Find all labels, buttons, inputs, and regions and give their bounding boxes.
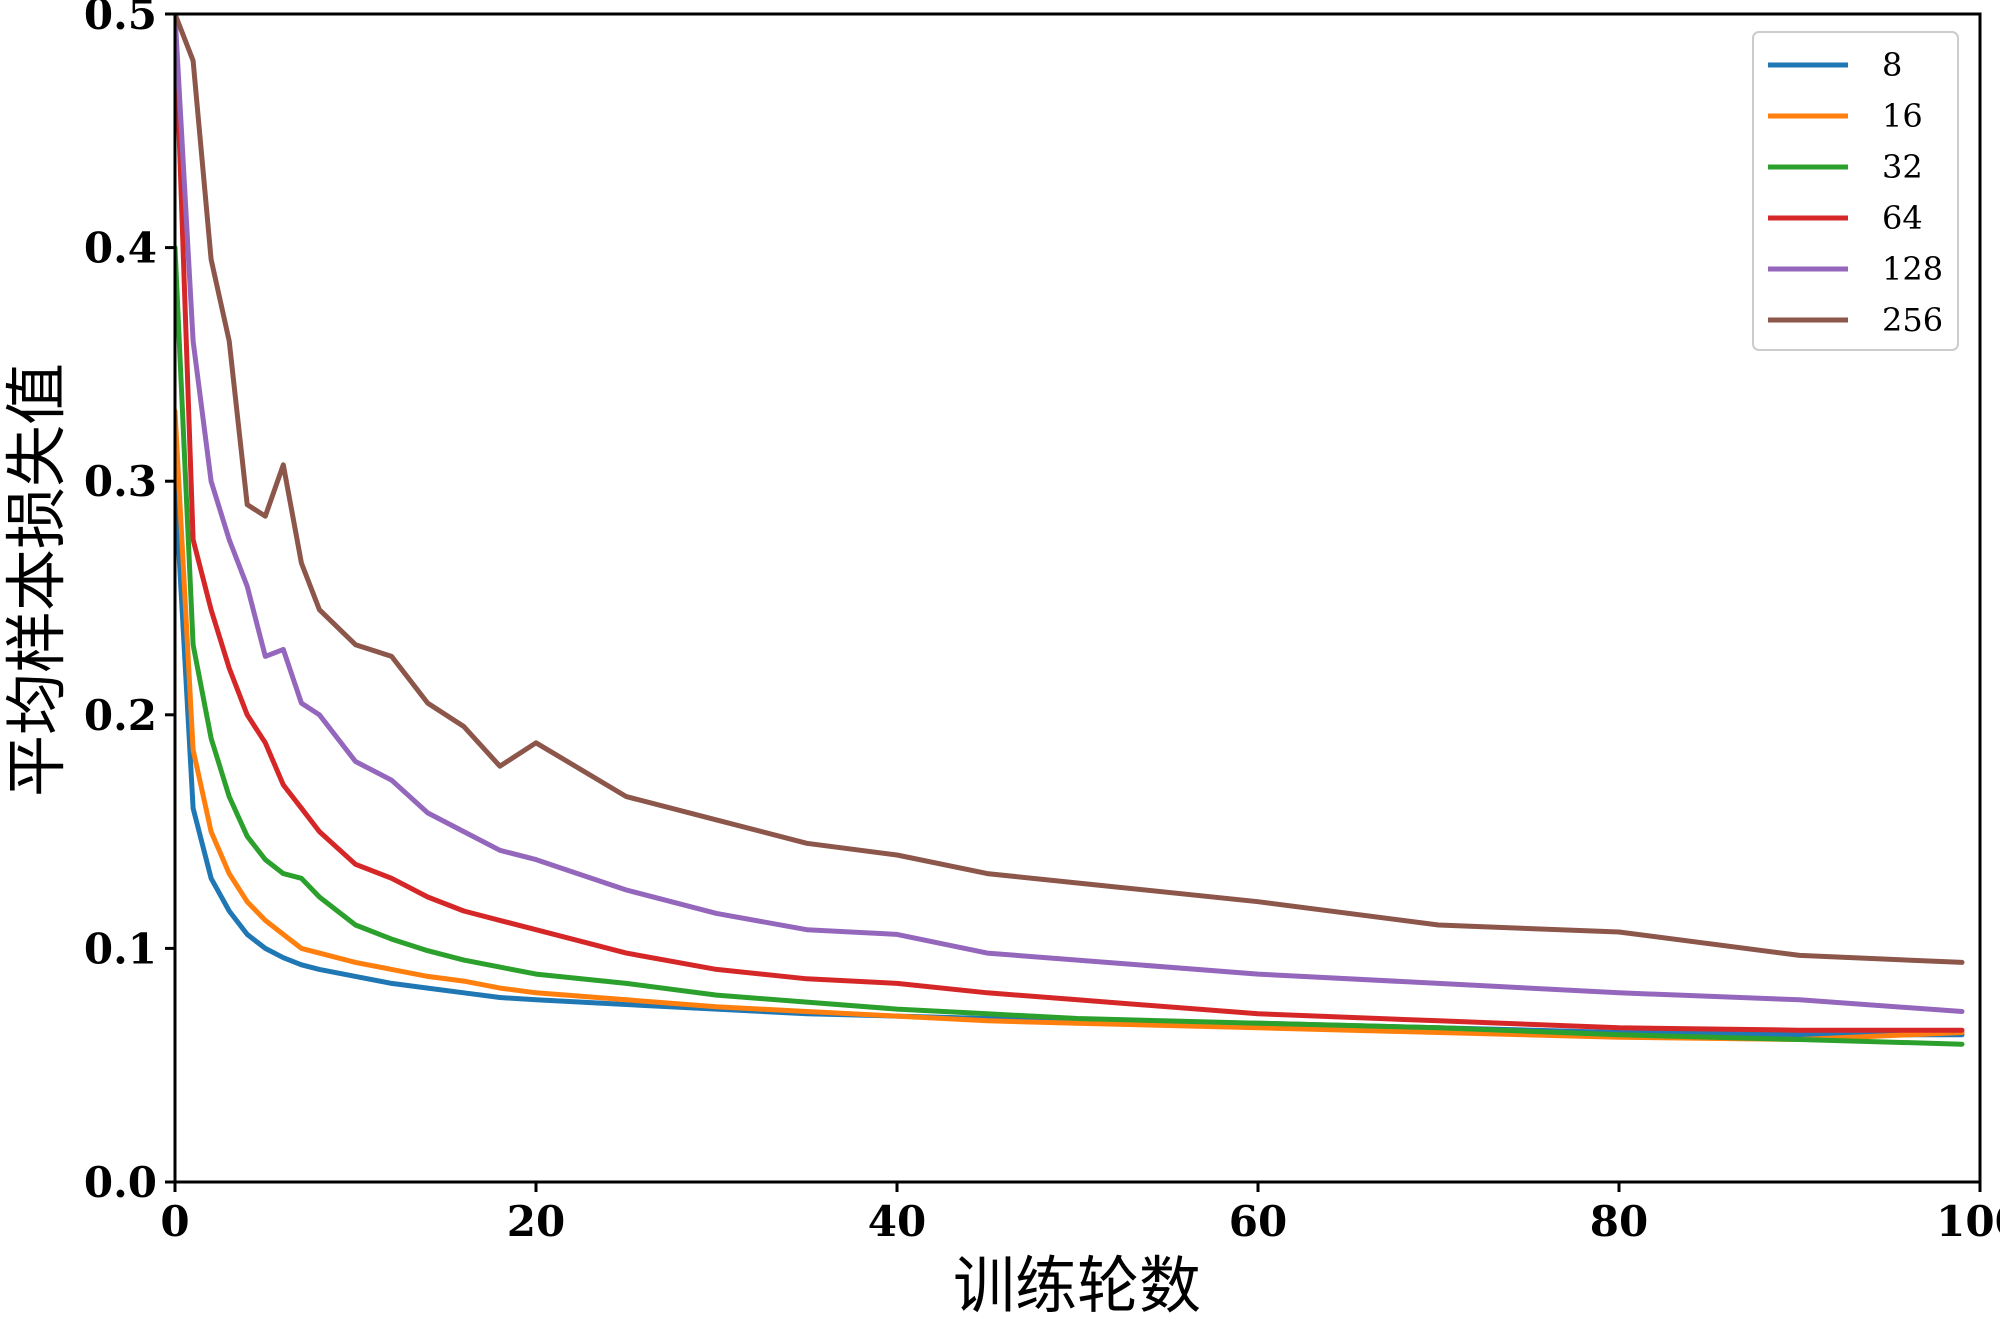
x-axis-label: 训练轮数 (953, 1249, 1201, 1319)
ticks-layer: 0 20 40 60 80 100 0.0 0.1 0.2 0.3 0.4 0.5 (84, 0, 2000, 1246)
series-line-32 (175, 245, 1965, 1047)
legend-label-8: 8 (1882, 46, 1902, 84)
series-line-128 (175, 14, 1965, 1014)
legend: 8 16 32 64 128 256 (1752, 31, 1959, 351)
plot-frame (173, 12, 1982, 1184)
y-tick-label: 0.1 (84, 924, 157, 973)
y-tick-label: 0.3 (84, 457, 157, 506)
legend-label-64: 64 (1882, 199, 1923, 237)
y-axis-label: 平均样本损失值 (0, 363, 73, 797)
y-tick-label: 0.5 (84, 0, 157, 39)
x-tick-label: 40 (868, 1197, 926, 1246)
series-line-16 (175, 408, 1965, 1042)
series-line-8 (175, 478, 1965, 1038)
x-tick-label: 60 (1229, 1197, 1287, 1246)
legend-label-16: 16 (1882, 97, 1923, 135)
legend-label-128: 128 (1882, 250, 1943, 288)
x-tick-label: 100 (1936, 1197, 2000, 1246)
series-line-256 (175, 14, 1965, 965)
x-tick-label: 80 (1590, 1197, 1648, 1246)
y-tick-label: 0.0 (84, 1158, 157, 1207)
legend-label-32: 32 (1882, 148, 1923, 186)
x-tick-label: 0 (160, 1197, 189, 1246)
legend-label-256: 256 (1882, 301, 1943, 339)
y-tick-label: 0.4 (84, 224, 157, 273)
y-tick-label: 0.2 (84, 691, 157, 740)
series-layer (175, 14, 1965, 1047)
series-line-64 (175, 14, 1965, 1033)
x-tick-label: 20 (507, 1197, 565, 1246)
